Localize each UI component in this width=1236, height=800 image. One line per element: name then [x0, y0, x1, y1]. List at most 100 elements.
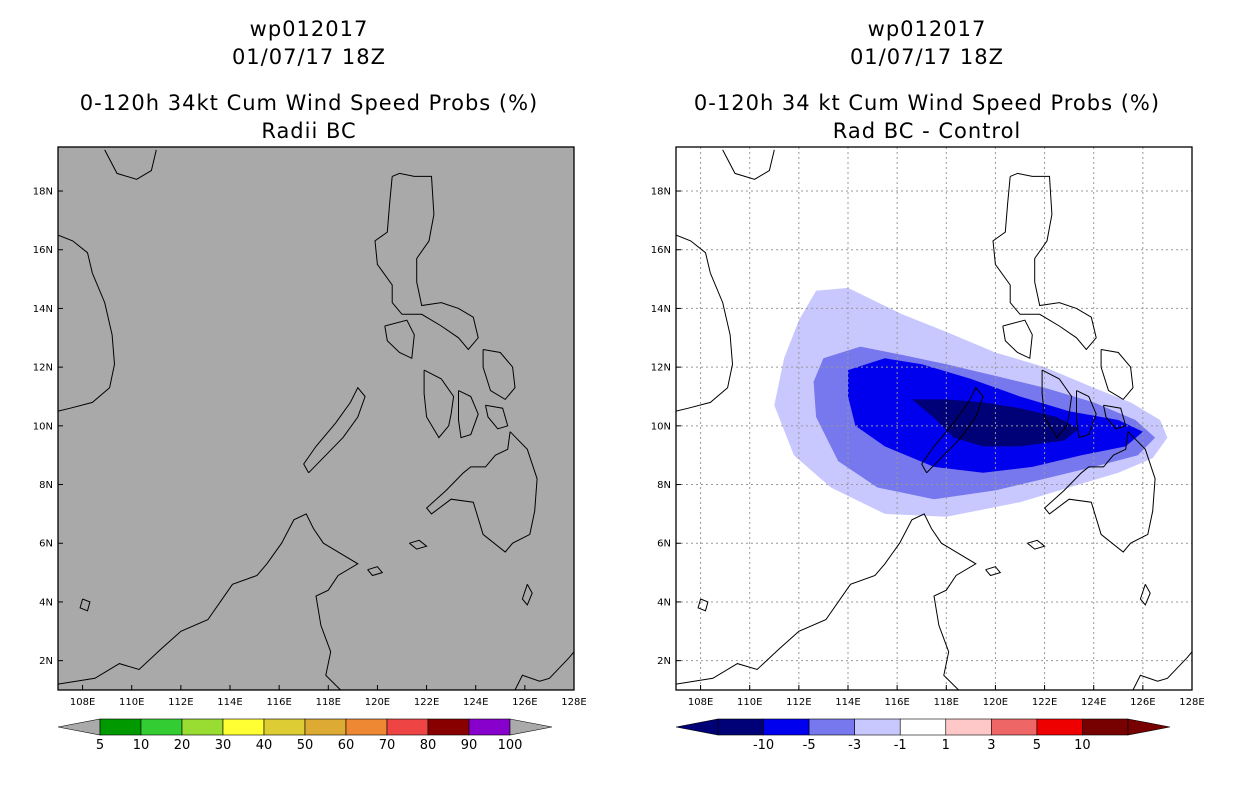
left-x-tick-label-1: 110E [119, 697, 144, 708]
right-x-tick-label-8: 124E [1081, 697, 1106, 708]
right-coastline-8 [1041, 369, 1073, 439]
left-x-tick-label-7: 122E [414, 697, 439, 708]
left-panel: wp012017 01/07/17 18Z 0-120h 34kt Cum Wi… [33, 17, 587, 753]
right-coastline-0 [676, 273, 734, 412]
left-title-datetime: 01/07/17 18Z [231, 45, 387, 69]
right-title-storm-id: wp012017 [867, 17, 987, 41]
right-x-tick-label-7: 122E [1032, 697, 1057, 708]
left-colorbar-label-7: 70 [379, 738, 396, 753]
right-title-datetime: 01/07/17 18Z [849, 45, 1005, 69]
right-x-tick-label-5: 118E [934, 697, 959, 708]
right-colorbar-box-4 [899, 718, 947, 736]
right-x-tick-label-1: 110E [737, 697, 762, 708]
right-title-subtitle: Rad BC - Control [832, 119, 1022, 143]
right-title-product: 0-120h 34 kt Cum Wind Speed Probs (%) [693, 91, 1161, 115]
left-coastline-6 [374, 172, 479, 351]
right-colorbar-label-4: 1 [942, 738, 950, 753]
left-colorbar-box-6 [345, 718, 388, 736]
right-coastline-2 [722, 149, 775, 180]
right-y-tick-label-0: 2N [657, 656, 671, 667]
left-colorbar-label-2: 20 [174, 738, 191, 753]
left-coastline-5 [303, 386, 366, 474]
left-colorbar-box-5 [304, 718, 347, 736]
left-x-tick-label-9: 126E [512, 697, 537, 708]
right-coastline-11 [1103, 404, 1127, 430]
left-colorbar-box-8 [427, 718, 470, 736]
left-colorbar-box-1 [140, 718, 183, 736]
right-colorbar-box-0 [717, 718, 764, 736]
right-y-tick-label-6: 14N [651, 304, 671, 315]
right-colorbar-label-0: -10 [753, 738, 774, 753]
left-x-tick-label-8: 124E [463, 697, 488, 708]
right-panel: wp012017 01/07/17 18Z 0-120h 34 kt Cum W… [618, 0, 1236, 800]
left-colorbar-box-7 [386, 718, 429, 736]
left-coastline-3 [58, 513, 359, 690]
left-title-product: 0-120h 34kt Cum Wind Speed Probs (%) [79, 91, 539, 115]
left-coastline-15 [521, 584, 533, 606]
right-y-tick-label-1: 4N [657, 597, 671, 608]
left-coastline-14 [367, 566, 384, 577]
right-colorbar-box-1 [763, 718, 810, 736]
left-coastline-2 [104, 149, 157, 180]
left-plot-frame [57, 146, 575, 691]
left-x-tick-label-10: 128E [561, 697, 586, 708]
right-coastline-6 [992, 172, 1097, 351]
left-y-tick-label-5: 12N [33, 363, 53, 374]
right-y-tick-label-7: 16N [651, 245, 671, 256]
right-colorbar-label-1: -5 [803, 738, 816, 753]
right-x-tick-label-6: 120E [983, 697, 1008, 708]
right-colorbar-label-5: 3 [987, 738, 995, 753]
left-coastline-10 [482, 349, 516, 401]
left-y-tick-label-0: 2N [39, 656, 53, 667]
right-colorbar-over-arrow [1127, 718, 1171, 736]
left-y-tick-label-7: 16N [33, 245, 53, 256]
right-map-plot: 108E 110E 112E 114E 116E 118E 120E 122E 124E 126E… [651, 146, 1205, 753]
left-colorbar-over-arrow [509, 718, 553, 736]
right-coastline-3 [676, 513, 977, 690]
right-y-tick-label-3: 8N [657, 480, 671, 491]
right-colorbar-box-3 [854, 718, 901, 736]
right-colorbar-label-6: 5 [1033, 738, 1041, 753]
left-coastline-7 [384, 319, 415, 360]
left-coastline-12 [425, 431, 538, 553]
left-colorbar-label-0: 5 [96, 738, 104, 753]
right-y-tick-label-4: 10N [651, 421, 671, 432]
right-colorbar-box-6 [991, 718, 1038, 736]
left-colorbar-label-6: 60 [338, 738, 355, 753]
right-coastline-12 [1043, 431, 1156, 553]
right-colorbar-box-8 [1082, 718, 1129, 736]
right-coastline-7 [1002, 319, 1033, 360]
left-colorbar-label-1: 10 [133, 738, 150, 753]
left-coastline-9 [458, 390, 479, 439]
left-coastline-0 [58, 273, 116, 412]
left-y-tick-label-3: 8N [39, 480, 53, 491]
right-x-tick-label-9: 126E [1130, 697, 1155, 708]
left-x-tick-label-6: 120E [365, 697, 390, 708]
left-plot-background [58, 147, 574, 690]
right-coastline-10 [1100, 349, 1134, 401]
right-x-tick-label-3: 114E [835, 697, 860, 708]
right-colorbar-label-2: -3 [848, 738, 861, 753]
right-colorbar-label-7: 10 [1074, 738, 1091, 753]
left-coastline-16 [79, 598, 91, 612]
left-x-tick-label-0: 108E [70, 697, 95, 708]
right-coastline-5 [921, 386, 984, 474]
left-x-tick-label-2: 112E [168, 697, 193, 708]
left-colorbar-under-arrow [57, 718, 101, 736]
left-colorbar-label-4: 40 [256, 738, 273, 753]
right-colorbar-box-2 [808, 718, 855, 736]
left-colorbar-box-4 [263, 718, 306, 736]
right-y-tick-label-5: 12N [651, 363, 671, 374]
left-coastline-4 [514, 651, 574, 690]
right-coastline-1 [676, 234, 711, 274]
left-y-tick-label-4: 10N [33, 421, 53, 432]
right-colorbar-label-3: -1 [894, 738, 907, 753]
left-colorbar-box-2 [181, 718, 224, 736]
right-colorbar-box-5 [945, 718, 992, 736]
left-colorbar-box-9 [468, 718, 511, 736]
left-map-plot: 108E 110E 112E 114E 116E 118E 120E 122E 124E 126E… [33, 146, 587, 753]
left-x-tick-label-4: 116E [266, 697, 291, 708]
left-y-tick-label-1: 4N [39, 597, 53, 608]
right-coastline-4 [1132, 651, 1192, 690]
right-x-tick-label-10: 128E [1179, 697, 1204, 708]
